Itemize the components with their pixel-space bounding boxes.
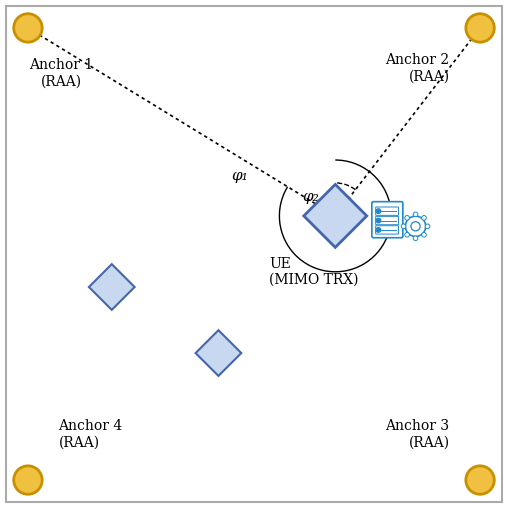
Circle shape — [422, 215, 426, 220]
Circle shape — [413, 236, 418, 241]
Text: Anchor 3
(RAA): Anchor 3 (RAA) — [386, 420, 450, 450]
Circle shape — [405, 215, 409, 220]
Text: Anchor 1
(RAA): Anchor 1 (RAA) — [29, 58, 93, 88]
Circle shape — [14, 14, 42, 42]
FancyBboxPatch shape — [375, 216, 398, 225]
Circle shape — [14, 466, 42, 494]
Circle shape — [376, 209, 380, 213]
Text: Anchor 2
(RAA): Anchor 2 (RAA) — [386, 53, 450, 83]
FancyBboxPatch shape — [372, 202, 403, 238]
Text: Anchor 4
(RAA): Anchor 4 (RAA) — [58, 420, 122, 450]
FancyBboxPatch shape — [375, 226, 398, 234]
Circle shape — [425, 224, 430, 229]
Circle shape — [405, 233, 409, 237]
Circle shape — [405, 216, 426, 237]
Circle shape — [411, 221, 420, 231]
FancyBboxPatch shape — [375, 207, 398, 215]
Circle shape — [413, 212, 418, 217]
Text: φ₂: φ₂ — [302, 189, 319, 204]
Circle shape — [376, 228, 380, 232]
Polygon shape — [196, 330, 241, 376]
Circle shape — [466, 14, 494, 42]
Circle shape — [466, 466, 494, 494]
Polygon shape — [89, 264, 135, 310]
Polygon shape — [304, 184, 367, 247]
Circle shape — [376, 218, 380, 223]
Circle shape — [422, 233, 426, 237]
Text: φ₁: φ₁ — [231, 169, 248, 183]
Text: UE
(MIMO TRX): UE (MIMO TRX) — [269, 257, 359, 287]
Circle shape — [401, 224, 406, 229]
